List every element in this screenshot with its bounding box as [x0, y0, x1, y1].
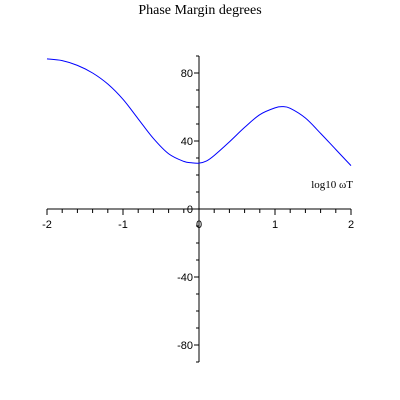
- x-tick-label: -1: [118, 219, 128, 231]
- ticks: [46, 55, 352, 363]
- y-tick-label: 0: [187, 204, 193, 216]
- x-tick-label: 2: [348, 219, 354, 231]
- series-line: [46, 58, 352, 166]
- x-axis-label: log10 ωT: [311, 179, 353, 191]
- x-tick-label: -2: [42, 219, 52, 231]
- y-tick-label: -80: [177, 340, 193, 352]
- y-tick-label: -40: [177, 272, 193, 284]
- x-tick-label: 1: [272, 219, 278, 231]
- x-tick-label: 0: [196, 219, 202, 231]
- tick-labels: -2 -1 0 1 2 80 40 0 -40 -80: [42, 68, 354, 352]
- y-tick-label: 40: [181, 136, 193, 148]
- chart-title: Phase Margin degrees: [138, 3, 261, 18]
- y-tick-label: 80: [181, 68, 193, 80]
